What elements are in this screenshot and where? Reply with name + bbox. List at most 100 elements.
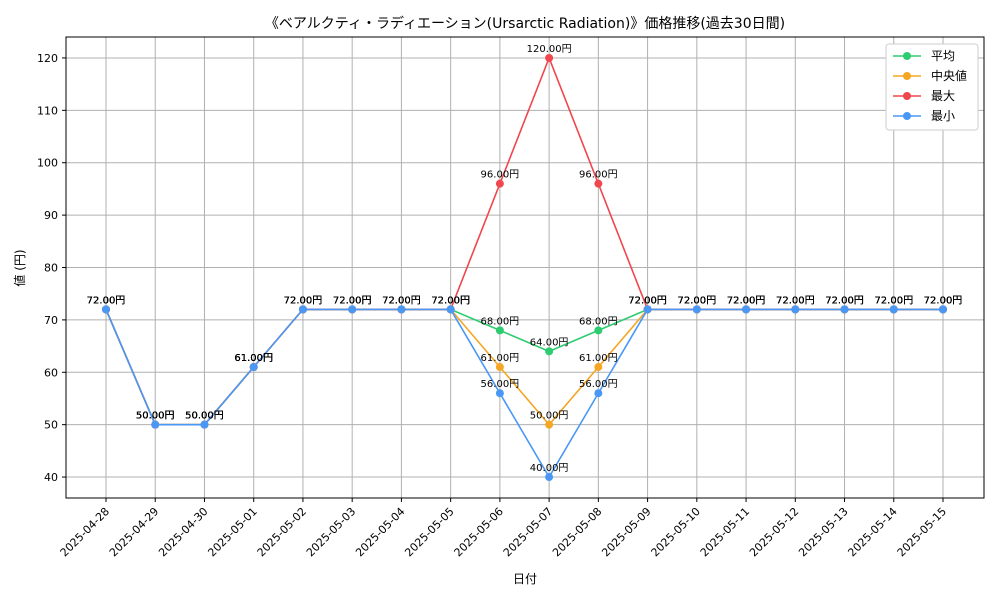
x-tick-label: 2025-04-29 [107,505,161,559]
data-label: 72.00円 [924,295,963,306]
data-label: 61.00円 [234,353,273,364]
data-label: 72.00円 [382,295,421,306]
series-0 [102,305,947,429]
data-label: 72.00円 [382,295,421,306]
data-point [495,363,504,372]
data-label: 56.00円 [579,379,618,390]
data-point [348,305,357,314]
data-point [545,347,554,356]
data-point [495,179,504,188]
y-tick-label: 60 [44,366,58,379]
x-tick-label: 2025-05-13 [796,505,850,559]
data-label: 72.00円 [431,295,470,306]
data-label: 72.00円 [874,295,913,306]
data-label: 68.00円 [579,316,618,327]
data-label: 72.00円 [776,295,815,306]
x-tick-label: 2025-05-01 [205,505,259,559]
data-label: 61.00円 [234,353,273,364]
data-point [692,305,701,314]
data-label: 50.00円 [185,411,224,422]
data-label: 72.00円 [727,295,766,306]
data-label: 96.00円 [579,170,618,181]
legend-marker [903,112,911,120]
data-label: 72.00円 [628,295,667,306]
data-label: 72.00円 [825,295,864,306]
grid [66,37,984,498]
data-label: 68.00円 [481,316,520,327]
legend-box [885,43,979,131]
y-tick-label: 80 [44,262,58,275]
data-point [840,305,849,314]
legend-marker [903,52,911,60]
chart-title: 《ベアルクティ・ラディエーション(Ursarctic Radiation)》価格… [265,15,785,32]
data-point [545,473,554,482]
data-label: 72.00円 [776,295,815,306]
data-label: 72.00円 [431,295,470,306]
data-point [643,305,652,314]
x-tick-label: 2025-05-04 [353,505,407,559]
data-point [298,305,307,314]
series-line [105,308,943,426]
data-label: 72.00円 [727,295,766,306]
data-label: 72.00円 [284,295,323,306]
x-tick-label: 2025-05-11 [698,505,752,559]
data-label: 72.00円 [678,295,717,306]
data-label: 72.00円 [678,295,717,306]
series-line [105,308,943,426]
data-label: 56.00円 [481,379,520,390]
data-label: 72.00円 [382,295,421,306]
data-labels: 72.00円 50.00円 50.00円 61.00円 72.00円 72.00円 72.0… [87,44,963,474]
data-point [594,326,603,335]
series-layer [102,53,947,482]
data-point [446,305,455,314]
series-line [105,308,943,479]
data-label: 72.00円 [333,295,372,306]
x-tick-label: 2025-05-03 [304,505,358,559]
data-label: 61.00円 [481,353,520,364]
y-tick-label: 90 [44,209,58,222]
y-tick-label: 70 [44,314,58,327]
x-tick-label: 2025-05-08 [550,505,604,559]
data-point [200,420,209,429]
x-tick-label: 2025-05-07 [501,505,555,559]
data-point [594,179,603,188]
data-label: 72.00円 [825,295,864,306]
legend-label: 最大 [931,89,955,103]
y-tick-label: 110 [37,104,58,117]
data-label: 50.00円 [530,411,569,422]
data-label: 72.00円 [924,295,963,306]
data-point [102,305,110,314]
x-tick-label: 2025-04-28 [58,505,112,559]
data-label: 50.00円 [185,411,224,422]
data-label: 72.00円 [87,295,126,306]
data-point [495,389,504,398]
data-label: 72.00円 [628,295,667,306]
data-label: 50.00円 [136,411,175,422]
data-label: 61.00円 [579,353,618,364]
data-point [939,305,947,314]
legend-marker [903,72,911,80]
data-point [791,305,800,314]
data-label: 50.00円 [185,411,224,422]
x-tick-label: 2025-05-05 [402,505,456,559]
data-label: 72.00円 [678,295,717,306]
x-tick-label: 2025-05-06 [452,505,506,559]
data-label: 61.00円 [234,353,273,364]
data-point [742,305,751,314]
data-label: 72.00円 [874,295,913,306]
data-label: 72.00円 [628,295,667,306]
x-tick-label: 2025-05-14 [845,505,899,559]
data-point [889,305,898,314]
x-tick-label: 2025-05-12 [747,505,801,559]
data-point [151,420,160,429]
data-label: 72.00円 [924,295,963,306]
y-axis-ticks: 40 50 60 70 80 90 100 110 120 [37,52,66,484]
data-point [545,420,554,429]
series-1 [102,305,947,429]
data-label: 72.00円 [776,295,815,306]
data-label: 72.00円 [776,295,815,306]
data-label: 72.00円 [874,295,913,306]
data-label: 72.00円 [87,295,126,306]
data-point [397,305,406,314]
